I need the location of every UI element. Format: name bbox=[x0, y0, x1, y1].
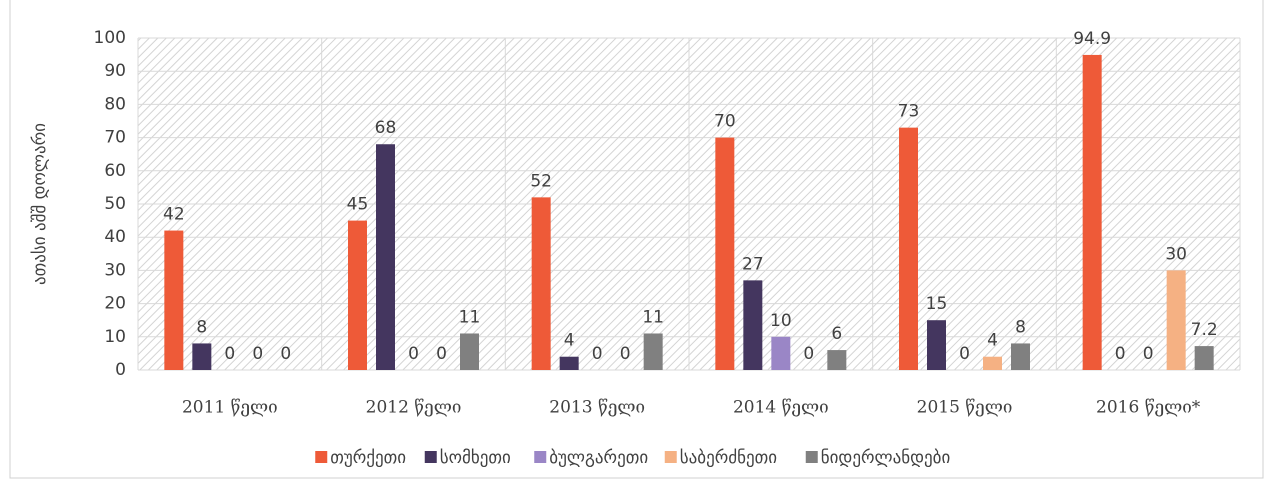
bar bbox=[643, 333, 663, 370]
data-label: 11 bbox=[459, 307, 481, 327]
bar bbox=[559, 356, 579, 370]
data-label: 6 bbox=[831, 324, 842, 344]
x-tick-label: 2011 წელი bbox=[182, 398, 278, 418]
y-tick-label: 40 bbox=[104, 227, 126, 247]
data-label: 0 bbox=[252, 344, 263, 364]
x-tick-label: 2015 წელი bbox=[917, 398, 1013, 418]
y-tick-label: 30 bbox=[104, 260, 126, 280]
y-tick-label: 0 bbox=[115, 360, 126, 380]
data-label: 0 bbox=[224, 344, 235, 364]
data-label: 8 bbox=[196, 317, 207, 337]
y-tick-label: 50 bbox=[104, 194, 126, 214]
data-label: 94.9 bbox=[1073, 29, 1111, 49]
legend-swatch bbox=[805, 451, 818, 463]
data-label: 15 bbox=[926, 294, 948, 314]
data-label: 0 bbox=[592, 344, 603, 364]
data-label: 0 bbox=[959, 344, 970, 364]
data-label: 70 bbox=[714, 112, 736, 132]
legend-label: ნიდერლანდები bbox=[821, 448, 951, 468]
data-label: 4 bbox=[564, 331, 575, 351]
y-axis-label: ათასი აშშ დოლარი bbox=[30, 123, 50, 285]
y-tick-label: 20 bbox=[104, 294, 126, 314]
data-label: 52 bbox=[530, 171, 552, 191]
y-tick-label: 100 bbox=[94, 28, 126, 48]
data-label: 0 bbox=[436, 344, 447, 364]
data-label: 8 bbox=[1015, 317, 1026, 337]
data-label: 0 bbox=[620, 344, 631, 364]
x-tick-label: 2012 წელი bbox=[366, 398, 462, 418]
bar bbox=[771, 336, 791, 370]
data-label: 10 bbox=[770, 311, 792, 331]
bar bbox=[1011, 343, 1030, 370]
y-tick-label: 90 bbox=[104, 61, 126, 81]
legend-swatch bbox=[315, 451, 328, 463]
bar bbox=[460, 333, 479, 370]
bar bbox=[192, 343, 212, 370]
x-tick-label: 2016 წელი* bbox=[1096, 398, 1201, 418]
bar bbox=[376, 144, 395, 370]
legend-label: ბულგარეთი bbox=[549, 448, 648, 468]
bar bbox=[1082, 54, 1102, 370]
bar bbox=[1194, 346, 1214, 370]
bar bbox=[348, 220, 367, 370]
legend-label: თურქეთი bbox=[330, 448, 406, 468]
data-label: 68 bbox=[375, 118, 397, 138]
legend-label: საბერძნეთი bbox=[680, 448, 777, 468]
data-label: 0 bbox=[1143, 344, 1154, 364]
data-label: 0 bbox=[280, 344, 291, 364]
legend-swatch bbox=[664, 451, 677, 463]
legend-swatch bbox=[534, 451, 547, 463]
data-label: 30 bbox=[1165, 244, 1187, 264]
data-label: 11 bbox=[642, 307, 664, 327]
data-label: 4 bbox=[987, 331, 998, 351]
y-tick-label: 60 bbox=[104, 161, 126, 181]
y-tick-label: 10 bbox=[104, 327, 126, 347]
bar bbox=[927, 320, 946, 370]
x-tick-label: 2014 წელი bbox=[733, 398, 829, 418]
bar bbox=[827, 350, 847, 370]
y-tick-label: 80 bbox=[104, 94, 126, 114]
data-label: 27 bbox=[742, 254, 764, 274]
bar bbox=[983, 356, 1002, 370]
bar bbox=[531, 197, 551, 370]
data-label: 73 bbox=[898, 102, 920, 122]
x-tick-label: 2013 წელი bbox=[549, 398, 645, 418]
data-label: 0 bbox=[408, 344, 419, 364]
legend-label: სომხეთი bbox=[440, 448, 511, 468]
bar bbox=[164, 230, 184, 370]
y-tick-label: 70 bbox=[104, 128, 126, 148]
data-label: 7.2 bbox=[1191, 320, 1218, 340]
data-label: 45 bbox=[347, 195, 369, 215]
bar bbox=[899, 127, 918, 370]
legend-swatch bbox=[424, 451, 437, 463]
bar bbox=[715, 137, 735, 370]
data-label: 0 bbox=[803, 344, 814, 364]
data-label: 0 bbox=[1115, 344, 1126, 364]
bar bbox=[743, 280, 763, 370]
data-label: 42 bbox=[163, 205, 185, 225]
bar bbox=[1166, 270, 1186, 370]
